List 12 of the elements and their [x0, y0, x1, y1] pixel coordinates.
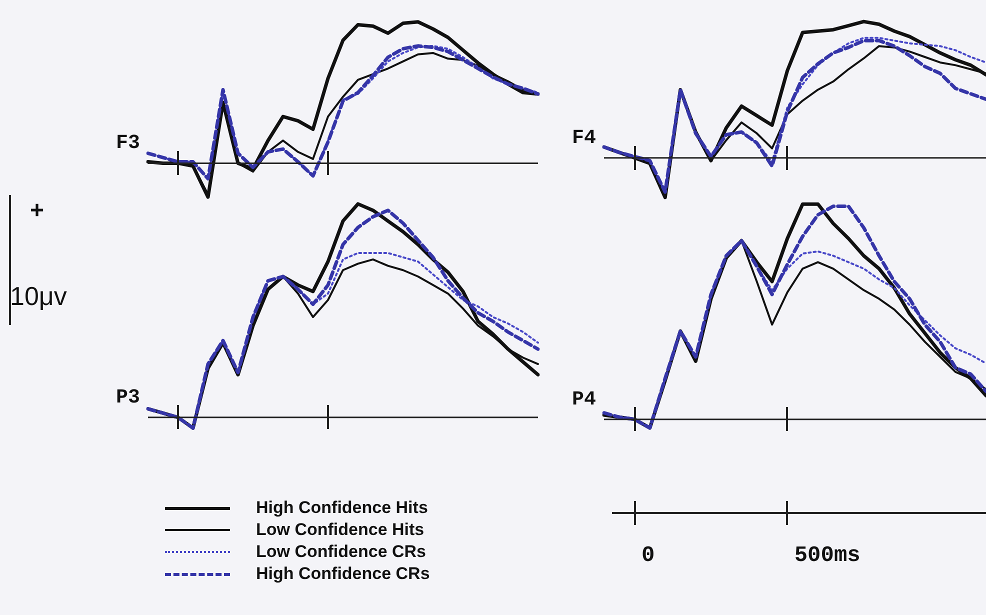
- text: P3: [116, 386, 140, 410]
- text: P4: [572, 388, 596, 412]
- legend-label: Low Confidence Hits: [256, 519, 424, 541]
- text: 500ms: [794, 543, 860, 568]
- legend-label: High Confidence Hits: [256, 497, 428, 519]
- legend-label: Low Confidence CRs: [256, 541, 426, 563]
- text: F3: [116, 132, 140, 156]
- text: +: [30, 197, 44, 225]
- legend-label: High Confidence CRs: [256, 563, 430, 585]
- text: F4: [572, 126, 596, 150]
- text: 0: [642, 543, 655, 568]
- text: 10μv: [10, 281, 67, 312]
